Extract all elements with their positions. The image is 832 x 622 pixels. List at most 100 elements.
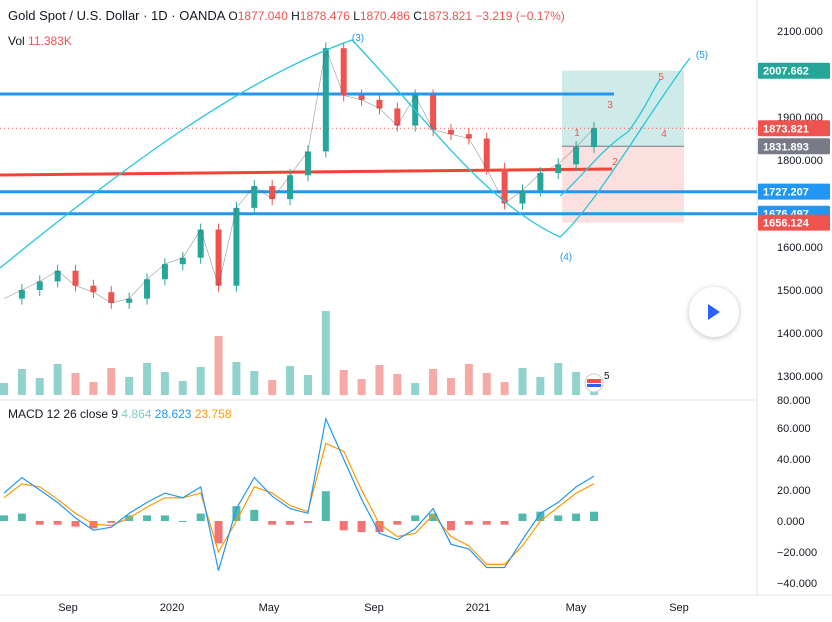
macd-legend: MACD 12 26 close 9 4.864 28.623 23.758 bbox=[8, 407, 232, 421]
wave-label: 1 bbox=[574, 128, 580, 139]
volume-bar bbox=[143, 363, 152, 395]
macd-axis-top: 80.000 bbox=[777, 395, 811, 407]
price-candle bbox=[537, 173, 544, 191]
macd-tick-label: −40.000 bbox=[777, 578, 817, 590]
price-candle bbox=[465, 134, 472, 139]
time-tick-label: 2021 bbox=[466, 602, 490, 614]
macd-histogram-bar bbox=[375, 521, 384, 533]
volume-bar bbox=[17, 369, 26, 395]
macd-tick-label: 0.000 bbox=[777, 516, 805, 528]
volume-badge-count: 5 bbox=[604, 371, 610, 382]
volume-bar bbox=[375, 365, 384, 395]
price-candle bbox=[108, 292, 115, 303]
flag-stripe bbox=[587, 384, 601, 387]
macd-tick-label: 20.000 bbox=[777, 485, 811, 497]
price-candle bbox=[376, 99, 383, 109]
time-tick-label: Sep bbox=[364, 602, 384, 614]
volume-bar bbox=[411, 383, 420, 395]
symbol-title: Gold Spot / U.S. Dollar · 1D · OANDA bbox=[8, 8, 225, 23]
volume-bar bbox=[196, 367, 205, 395]
price-level-badge bbox=[758, 62, 830, 79]
macd-histogram-bar bbox=[393, 521, 402, 525]
price-candle bbox=[501, 168, 508, 204]
volume-bar bbox=[500, 382, 509, 395]
price-candle bbox=[483, 138, 490, 169]
high-label: H bbox=[291, 9, 300, 23]
volume-label: Vol bbox=[8, 34, 25, 48]
volume-bar bbox=[0, 383, 8, 395]
volume-bar bbox=[250, 371, 259, 395]
price-candle bbox=[340, 48, 347, 96]
wave-label: 2 bbox=[612, 157, 618, 168]
wave-label: (3) bbox=[352, 33, 364, 44]
macd-histogram-bar bbox=[518, 513, 527, 521]
price-candle bbox=[322, 48, 329, 152]
macd-histogram-bar bbox=[446, 521, 455, 531]
price-candle bbox=[269, 186, 276, 200]
volume-bar bbox=[178, 381, 187, 395]
volume-bar bbox=[35, 378, 44, 395]
price-candle bbox=[161, 264, 168, 280]
volume-bar bbox=[518, 368, 527, 395]
price-candle bbox=[519, 190, 526, 204]
price-candle bbox=[233, 207, 240, 286]
price-level-badge bbox=[758, 183, 830, 200]
macd-histogram-bar bbox=[160, 515, 169, 521]
macd-histogram-bar bbox=[303, 521, 312, 523]
wave-label: 5 bbox=[658, 72, 664, 83]
play-icon bbox=[708, 304, 720, 320]
volume-bar bbox=[393, 374, 402, 395]
macd-histogram-bar bbox=[339, 521, 348, 531]
macd-signal-line bbox=[3, 442, 595, 565]
macd-signal-value: 23.758 bbox=[194, 407, 232, 421]
volume-bar bbox=[357, 379, 366, 395]
macd-histogram-bar bbox=[554, 515, 563, 521]
price-candle bbox=[358, 95, 365, 100]
price-candle bbox=[555, 164, 562, 174]
volume-bar bbox=[339, 370, 348, 395]
flag-stripe bbox=[587, 379, 601, 383]
price-candle bbox=[90, 285, 97, 293]
low-value: 1870.486 bbox=[359, 9, 410, 23]
price-level-label: 2007.662 bbox=[763, 66, 809, 78]
elliott-wave-curve bbox=[0, 39, 691, 269]
macd-histogram-bar bbox=[53, 521, 62, 525]
macd-histogram-bar bbox=[89, 521, 98, 529]
price-candle bbox=[126, 298, 133, 303]
close-value: 1873.821 bbox=[421, 9, 473, 23]
volume-bar bbox=[286, 366, 295, 395]
volume-bar bbox=[482, 373, 491, 395]
macd-value: 28.623 bbox=[154, 407, 192, 421]
macd-histogram-bar bbox=[71, 521, 80, 527]
volume-bar bbox=[429, 369, 438, 395]
volume-bar bbox=[107, 368, 116, 395]
macd-label: MACD 12 26 close 9 bbox=[8, 407, 119, 421]
price-series-line bbox=[3, 47, 595, 304]
chart-header: Gold Spot / U.S. Dollar · 1D · OANDA O18… bbox=[8, 8, 565, 23]
macd-tick-label: 60.000 bbox=[777, 423, 811, 435]
open-value: 1877.040 bbox=[237, 9, 288, 23]
volume-bar bbox=[321, 311, 330, 395]
macd-tick-label: 40.000 bbox=[777, 454, 811, 466]
volume-bar bbox=[303, 375, 312, 395]
volume-value: 11.383K bbox=[28, 34, 72, 48]
volume-bar bbox=[464, 364, 473, 395]
volume-bar bbox=[536, 377, 545, 395]
macd-histogram-bar bbox=[35, 521, 44, 525]
macd-histogram-bar bbox=[17, 513, 26, 521]
volume-bar bbox=[214, 336, 223, 395]
volume-bar bbox=[232, 362, 241, 395]
time-tick-label: 2020 bbox=[160, 602, 184, 614]
wave-label: 4 bbox=[661, 129, 667, 140]
price-tick-label: 1600.000 bbox=[777, 242, 823, 254]
macd-histogram-bar bbox=[250, 509, 259, 521]
price-candle bbox=[18, 290, 25, 299]
replay-play-button[interactable] bbox=[689, 287, 739, 337]
low-label: L bbox=[353, 9, 360, 23]
macd-histogram-bar bbox=[464, 521, 473, 525]
macd-histogram-bar bbox=[143, 515, 152, 521]
price-candle bbox=[215, 229, 222, 286]
macd-histogram-bar bbox=[0, 515, 8, 521]
macd-histogram-bar bbox=[590, 511, 598, 521]
macd-histogram-bar bbox=[429, 513, 438, 521]
